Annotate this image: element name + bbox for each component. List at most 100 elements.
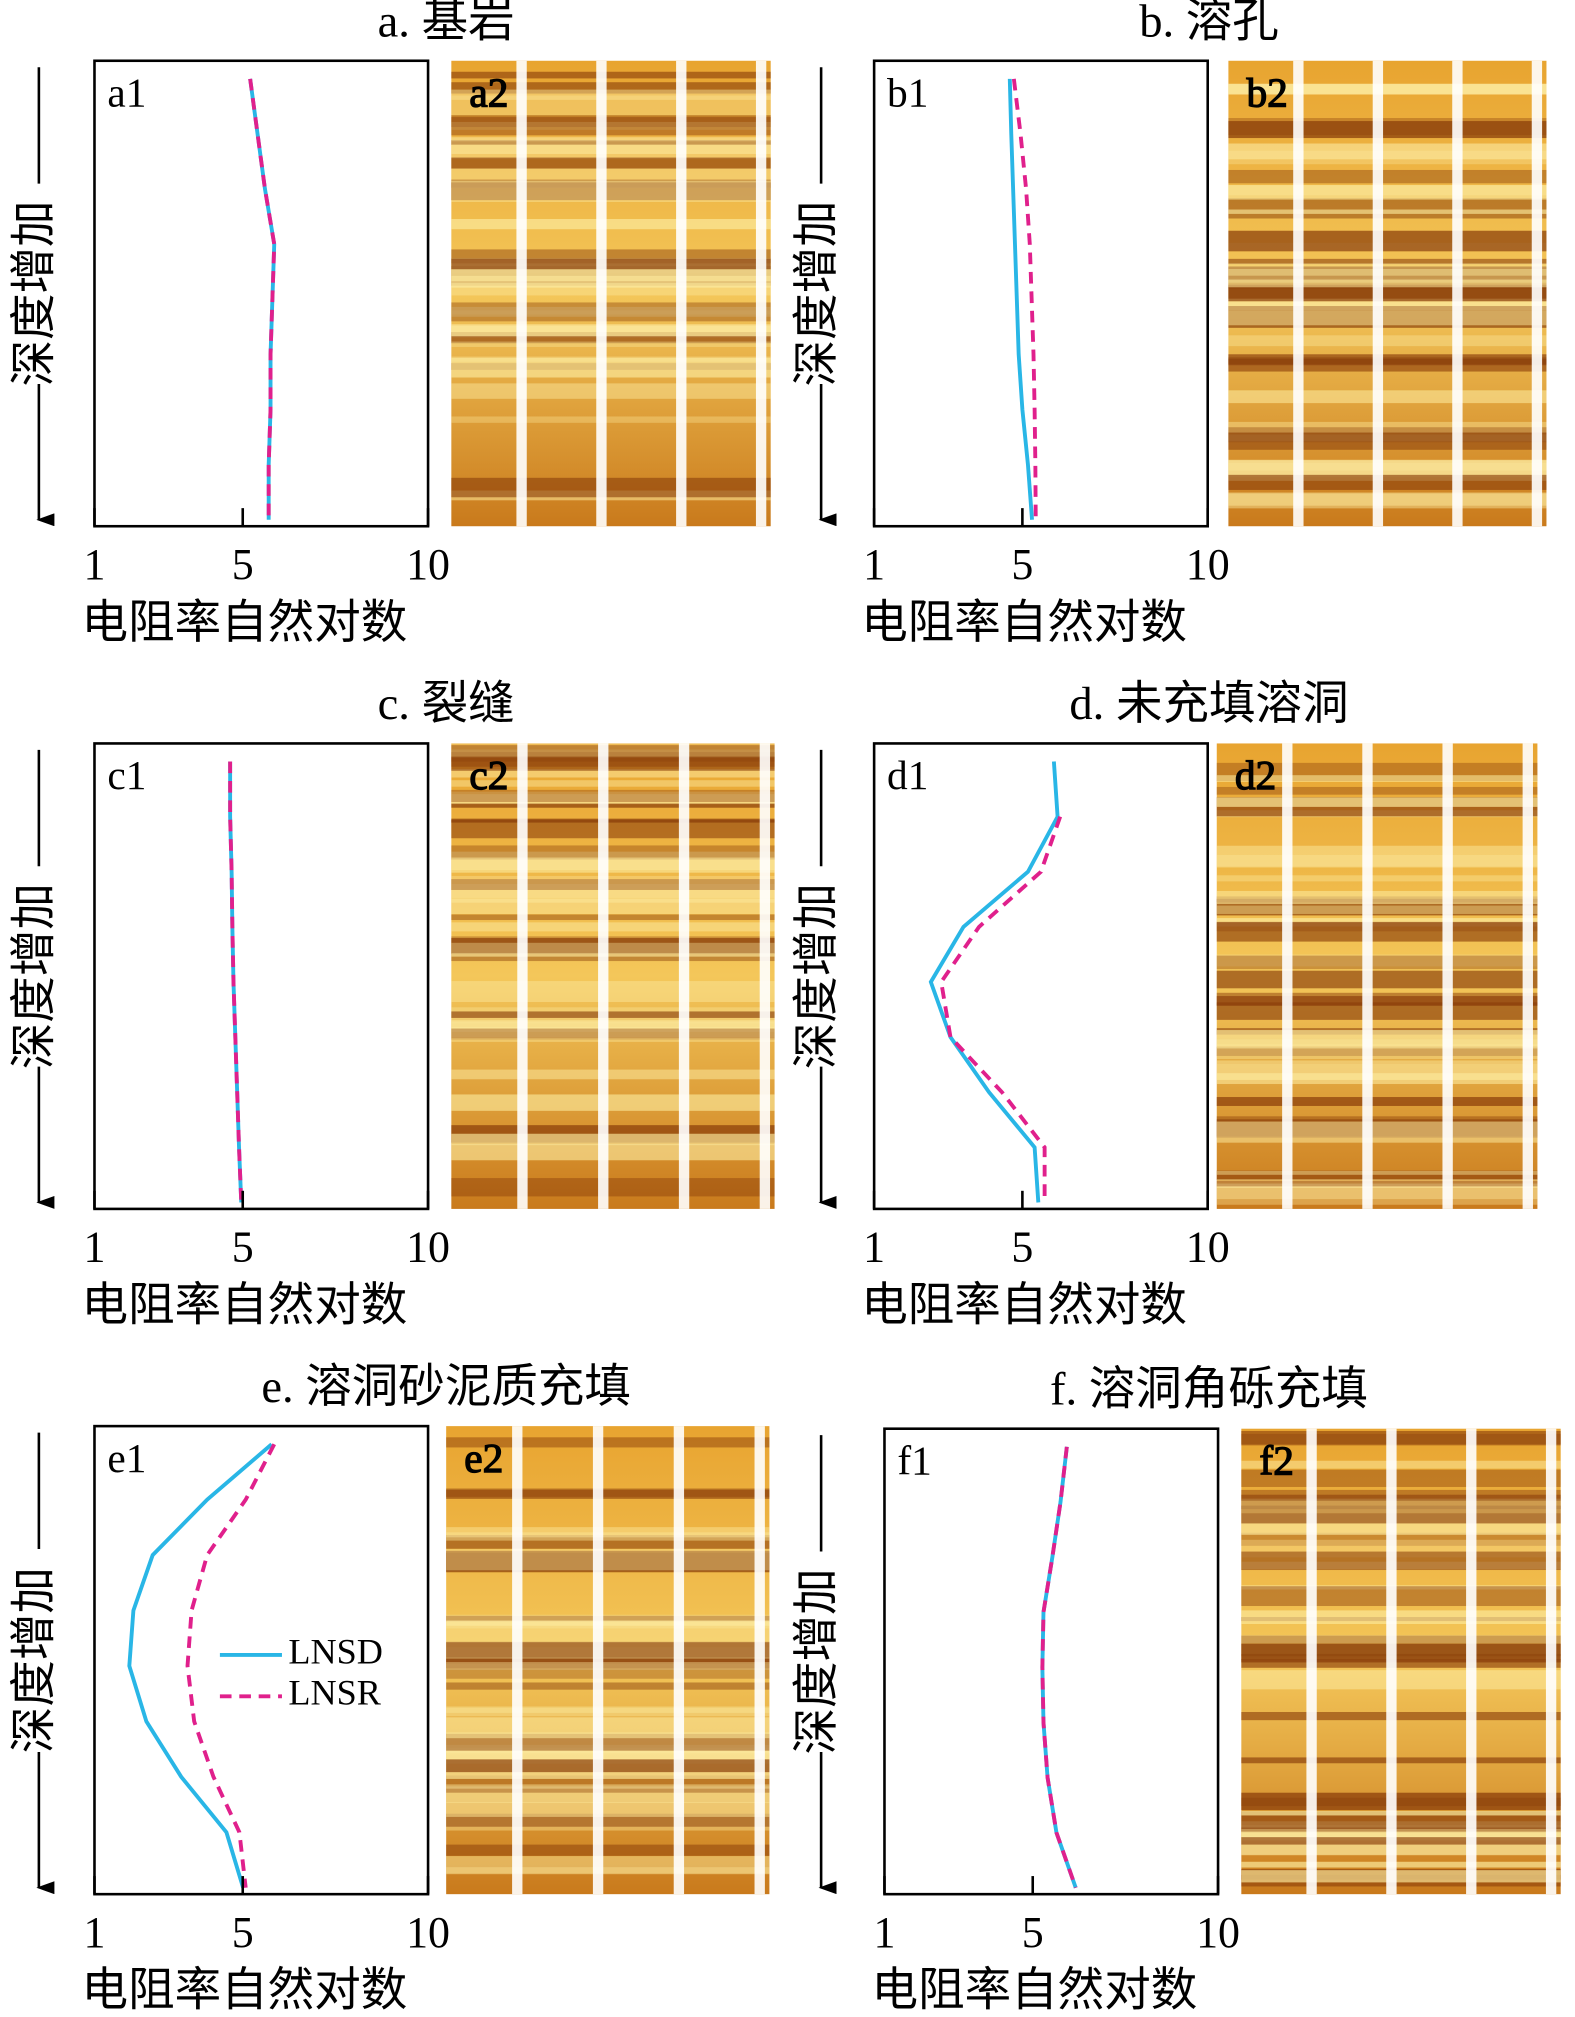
image-texture bbox=[1228, 460, 1547, 471]
image-texture bbox=[1241, 1433, 1561, 1444]
series-line bbox=[228, 761, 244, 1203]
image-texture bbox=[451, 857, 775, 870]
image-texture bbox=[1241, 1811, 1561, 1816]
panel-label: a1 bbox=[107, 69, 146, 115]
x-tick-label: 1 bbox=[873, 1908, 895, 1957]
chart-title: e. 溶洞砂泥质充填 bbox=[261, 1362, 631, 1413]
image-texture bbox=[446, 1759, 770, 1773]
series-line bbox=[939, 816, 1063, 1203]
image-texture bbox=[446, 1784, 770, 1789]
image-texture bbox=[451, 82, 771, 94]
series-line bbox=[1007, 78, 1034, 520]
borehole-image bbox=[446, 1426, 770, 1895]
image-texture bbox=[446, 1552, 770, 1558]
image-texture bbox=[451, 416, 771, 423]
chart-title: b. 溶孔 bbox=[1139, 0, 1279, 48]
image-texture bbox=[1228, 493, 1547, 509]
image-texture bbox=[451, 1069, 775, 1080]
image-texture bbox=[451, 803, 775, 808]
x-tick-label: 10 bbox=[1186, 1223, 1230, 1272]
chart-title: f. 溶洞角砾充填 bbox=[1050, 1364, 1368, 1415]
image-texture bbox=[451, 936, 775, 953]
image-texture bbox=[446, 1532, 770, 1541]
pad-gap bbox=[676, 60, 687, 527]
x-tick-label: 5 bbox=[232, 1223, 254, 1272]
image-texture bbox=[451, 914, 775, 921]
image-texture bbox=[451, 749, 775, 758]
image-label: b2 bbox=[1246, 69, 1287, 115]
series-line bbox=[928, 761, 1060, 1203]
image-texture bbox=[446, 1775, 770, 1793]
image-texture bbox=[1216, 992, 1538, 1007]
image-texture bbox=[1216, 1073, 1538, 1080]
image-texture bbox=[1216, 875, 1538, 882]
plot-frame bbox=[93, 742, 430, 1211]
x-tick-label: 5 bbox=[1022, 1908, 1044, 1957]
x-tick-label: 5 bbox=[232, 1908, 254, 1957]
image-label: f2 bbox=[1259, 1437, 1293, 1483]
series-line bbox=[127, 1442, 273, 1889]
pad-gap bbox=[1442, 743, 1453, 1209]
image-texture bbox=[451, 258, 771, 270]
image-texture bbox=[446, 1786, 770, 1803]
image-texture bbox=[1241, 1610, 1561, 1624]
x-tick-label: 5 bbox=[1011, 540, 1033, 589]
image-texture bbox=[446, 1535, 770, 1549]
image-texture bbox=[451, 136, 771, 142]
image-texture bbox=[446, 1707, 770, 1717]
panel-label: b1 bbox=[887, 69, 928, 115]
image-texture bbox=[1228, 121, 1547, 139]
x-tick-label: 1 bbox=[863, 540, 885, 589]
pad-gap bbox=[1386, 1428, 1397, 1895]
image-texture bbox=[1228, 143, 1547, 160]
image-texture bbox=[451, 1028, 775, 1040]
x-axis-label: 电阻率自然对数 bbox=[82, 1280, 408, 1331]
image-texture bbox=[451, 357, 771, 378]
image-texture bbox=[1216, 1046, 1538, 1056]
image-texture bbox=[1228, 492, 1547, 506]
series-line bbox=[185, 1443, 276, 1888]
image-texture bbox=[446, 1549, 770, 1571]
image-texture bbox=[451, 332, 771, 344]
image-texture bbox=[1241, 1586, 1561, 1607]
image-texture bbox=[1241, 1551, 1561, 1571]
pad-gap bbox=[1522, 743, 1533, 1209]
pad-gap bbox=[516, 60, 527, 527]
pad-gap bbox=[596, 60, 607, 527]
y-axis-label: 深度增加 bbox=[10, 1567, 61, 1753]
pad-gap bbox=[754, 1426, 765, 1895]
image-texture bbox=[446, 1856, 770, 1874]
image-texture bbox=[446, 1615, 770, 1622]
image-texture bbox=[1241, 1797, 1561, 1807]
image-texture bbox=[451, 275, 771, 288]
image-texture bbox=[451, 952, 775, 962]
x-tick-label: 10 bbox=[406, 1223, 450, 1272]
image-texture bbox=[451, 794, 775, 804]
x-tick-label: 1 bbox=[83, 1908, 105, 1957]
image-texture bbox=[451, 71, 771, 79]
image-texture bbox=[1241, 1837, 1561, 1845]
x-axis-label: 电阻率自然对数 bbox=[82, 1966, 408, 2017]
x-tick-label: 10 bbox=[1196, 1908, 1240, 1957]
image-texture bbox=[1228, 357, 1547, 364]
image-texture bbox=[1228, 311, 1547, 326]
x-tick-label: 1 bbox=[863, 1223, 885, 1272]
chart-title: c. 裂缝 bbox=[378, 679, 515, 730]
image-texture bbox=[1228, 209, 1547, 214]
image-texture bbox=[1241, 1532, 1561, 1546]
image-texture bbox=[1216, 1097, 1538, 1106]
image-texture bbox=[451, 1011, 775, 1018]
image-texture bbox=[446, 1844, 770, 1856]
image-texture bbox=[1241, 1653, 1561, 1661]
image-texture bbox=[1241, 1498, 1561, 1514]
pad-gap bbox=[759, 743, 771, 1209]
image-texture bbox=[1216, 1170, 1538, 1175]
chart-title: d. 未充填溶洞 bbox=[1069, 679, 1348, 730]
image-texture bbox=[1241, 1757, 1561, 1764]
image-texture bbox=[451, 140, 771, 145]
image-texture bbox=[1228, 421, 1547, 434]
image-texture bbox=[451, 89, 771, 100]
image-texture bbox=[451, 115, 771, 128]
image-texture bbox=[451, 743, 775, 757]
